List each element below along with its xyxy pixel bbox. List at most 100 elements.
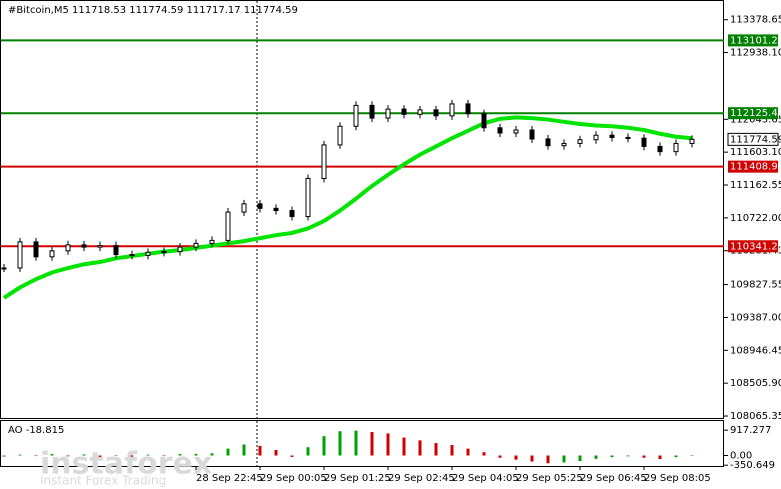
y-tick-label: 110722.00: [730, 213, 781, 224]
x-tick-label: 28 Sep 22:45: [196, 473, 263, 484]
y-tick-label: 108505.90: [730, 378, 781, 389]
ao-bar: [386, 433, 390, 456]
candle: [481, 113, 487, 129]
chart-title: #Bitcoin,M5 111718.53 111774.59 111717.1…: [8, 5, 298, 16]
ao-bar: [530, 455, 534, 462]
ao-bar: [450, 445, 454, 456]
level-box: [728, 240, 778, 253]
ao-bar: [18, 454, 22, 456]
candle: [625, 136, 631, 139]
candle: [49, 250, 55, 258]
x-tick-label: 29 Sep 00:05: [260, 473, 327, 484]
candle: [673, 142, 679, 153]
watermark: instaforex: [40, 447, 212, 482]
ao-bar: [146, 454, 150, 456]
candle: [657, 145, 663, 153]
candle: [401, 108, 407, 115]
ao-bar: [194, 453, 198, 456]
level-label: 113101.24: [730, 35, 781, 46]
ao-tick-label: 917.277: [730, 425, 771, 436]
level-label: 110341.22: [730, 241, 781, 252]
x-tick-label: 29 Sep 08:05: [644, 473, 711, 484]
ao-bar: [578, 455, 582, 462]
candle: [225, 211, 231, 241]
ao-tick-label: 0.00: [730, 451, 752, 462]
y-tick-label: 112938.10: [730, 48, 781, 59]
ao-frame: [0, 420, 724, 467]
price-label: 111774.59: [730, 134, 781, 145]
ao-bar: [370, 432, 374, 456]
candle: [241, 203, 247, 213]
ao-bar: [658, 455, 662, 460]
ao-bar: [338, 431, 342, 456]
candle: [17, 241, 23, 269]
candle: [97, 245, 103, 248]
ao-bar: [466, 448, 470, 456]
main-frame: [0, 0, 724, 419]
candle: [353, 104, 359, 127]
candle: [305, 177, 311, 218]
ao-bar: [274, 449, 278, 456]
ao-bar: [562, 455, 566, 463]
ao-bar: [322, 436, 326, 456]
ao-bar: [226, 448, 230, 456]
y-tick-label: 112043.65: [730, 114, 781, 125]
level-box: [728, 34, 778, 47]
candle: [433, 109, 439, 117]
candle: [609, 134, 615, 138]
level-box: [728, 160, 778, 173]
candle: [577, 139, 583, 144]
candle: [65, 244, 71, 252]
candle: [641, 137, 647, 147]
ao-bar: [178, 454, 182, 456]
candle: [113, 245, 119, 256]
y-tick-label: 109387.00: [730, 312, 781, 323]
candle: [33, 241, 39, 258]
candle: [689, 138, 695, 144]
ao-bar: [162, 455, 166, 457]
ao-bar: [546, 455, 550, 464]
ao-bar: [98, 455, 102, 457]
y-tick-label: 111603.10: [730, 147, 781, 158]
candle: [289, 210, 295, 218]
candle: [161, 251, 167, 254]
y-tick-label: 108946.45: [730, 345, 781, 356]
y-tick-label: 111162.55: [730, 180, 781, 191]
candle: [145, 251, 151, 256]
x-tick-label: 29 Sep 02:45: [388, 473, 455, 484]
ao-tick-label: -350.649: [730, 460, 775, 471]
ao-bar: [114, 454, 118, 456]
candle: [593, 134, 599, 141]
price-box: [727, 132, 779, 146]
y-tick-label: 113378.65: [730, 15, 781, 26]
level-label: 112125.40: [730, 108, 781, 119]
candle: [417, 109, 423, 115]
ao-bar: [642, 455, 646, 458]
candle: [81, 244, 87, 248]
ao-bar: [258, 445, 262, 456]
candle: [529, 129, 535, 140]
candle: [513, 129, 519, 134]
level-label: 111408.96: [730, 162, 781, 173]
candle: [449, 103, 455, 117]
ao-bar: [514, 455, 518, 460]
ao-bar: [66, 455, 70, 457]
ao-bar: [626, 455, 630, 457]
candle: [321, 144, 327, 179]
ao-bar: [306, 447, 310, 456]
ao-bar: [610, 455, 614, 458]
ao-bar: [210, 453, 214, 456]
ao-bar: [690, 455, 694, 457]
ao-bar: [82, 454, 86, 456]
candle: [497, 127, 503, 134]
candle: [257, 203, 263, 209]
x-tick-label: 29 Sep 05:25: [516, 473, 583, 484]
y-tick-label: 109827.55: [730, 280, 781, 291]
x-tick-label: 29 Sep 04:05: [452, 473, 519, 484]
ao-bar: [418, 440, 422, 456]
candle: [337, 125, 343, 146]
candle: [545, 138, 551, 147]
moving-average: [2, 115, 693, 300]
x-tick-label: 29 Sep 01:25: [324, 473, 391, 484]
